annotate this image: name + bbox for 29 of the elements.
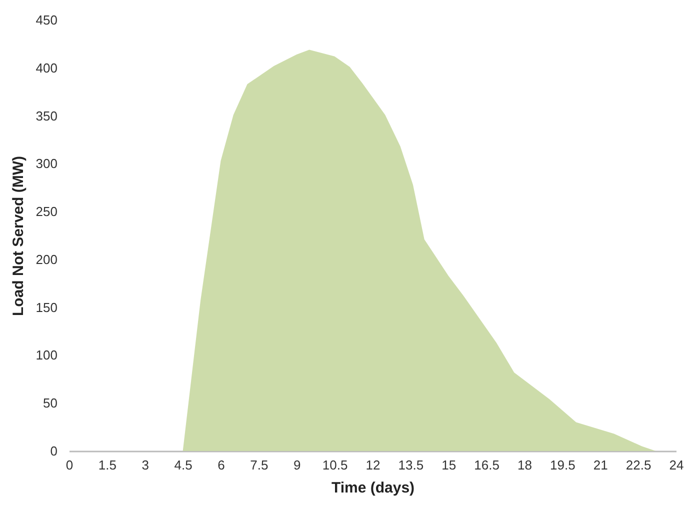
y-tick-label: 350 xyxy=(36,108,58,124)
x-tick-label: 22.5 xyxy=(626,458,652,472)
x-tick-label: 3 xyxy=(142,458,149,472)
x-tick-label: 12 xyxy=(366,458,380,472)
x-tick-label: 6 xyxy=(218,458,225,472)
y-axis-title: Load Not Served (MW) xyxy=(10,156,27,316)
y-tick-label: 100 xyxy=(36,348,58,363)
y-tick-label: 50 xyxy=(43,396,58,411)
y-tick-label: 450 xyxy=(36,12,58,28)
x-tick-label: 13.5 xyxy=(398,458,424,472)
x-tick-label: 24 xyxy=(669,458,684,472)
y-tick-label: 300 xyxy=(36,156,58,172)
x-tick-label: 9 xyxy=(294,458,301,472)
x-tick-label: 16.5 xyxy=(474,458,500,472)
x-tick-label: 15 xyxy=(442,458,456,472)
x-tick-label: 18 xyxy=(518,458,532,472)
x-tick-label: 1.5 xyxy=(98,458,116,472)
x-tick-label: 4.5 xyxy=(174,458,192,472)
x-tick-label: 7.5 xyxy=(250,458,268,472)
y-tick-label: 200 xyxy=(36,252,58,267)
y-tick-label: 400 xyxy=(36,60,58,76)
y-tick-label: 250 xyxy=(36,204,58,220)
x-tick-label: 10.5 xyxy=(322,458,348,472)
y-tick-label: 150 xyxy=(36,300,58,315)
y-tick-label: 0 xyxy=(50,444,58,458)
x-axis-title: Time (days) xyxy=(331,480,415,496)
x-tick-label: 19.5 xyxy=(550,458,576,472)
x-tick-label: 21 xyxy=(593,458,608,472)
x-tick-label: 0 xyxy=(66,458,74,472)
